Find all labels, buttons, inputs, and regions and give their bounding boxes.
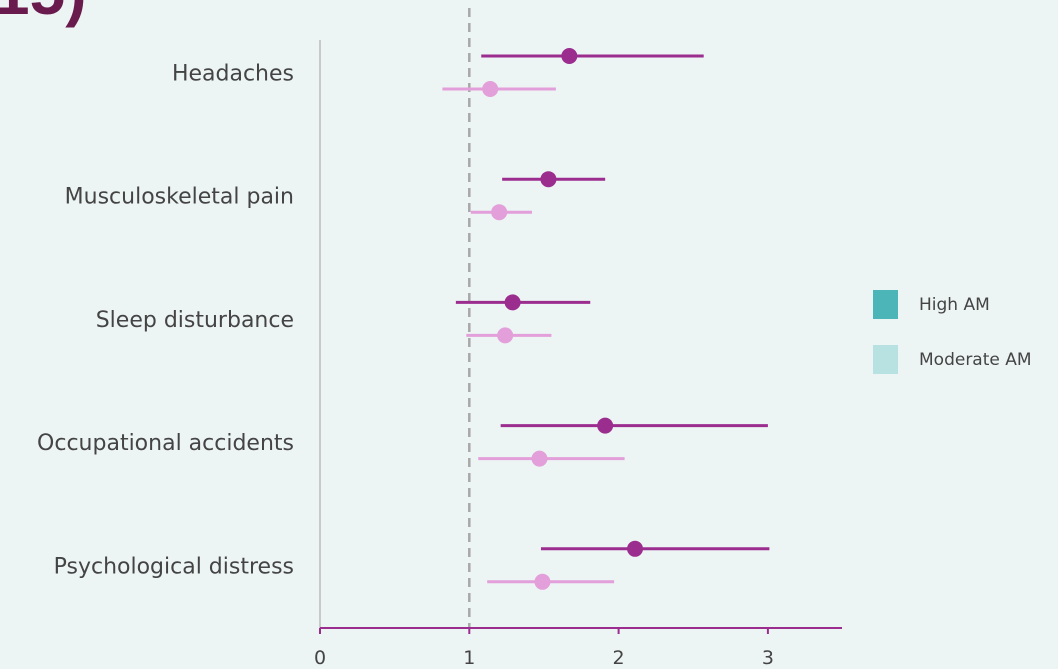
estimates-group (442, 48, 770, 590)
estimate-point (497, 327, 514, 344)
x-tick-label: 2 (613, 647, 625, 669)
estimate-point (561, 48, 578, 64)
estimate-point (597, 417, 614, 434)
title-fragment: 15) (0, 0, 87, 24)
estimate-point (540, 171, 557, 188)
estimate-point (504, 294, 521, 311)
category-label: Headaches (172, 62, 294, 87)
estimate-point (531, 450, 548, 467)
legend-item-high: High AM (873, 290, 1032, 319)
legend-item-moderate: Moderate AM (873, 345, 1032, 374)
category-label: Occupational accidents (37, 431, 294, 456)
x-tick-label: 0 (314, 647, 326, 669)
estimate-point (482, 81, 499, 97)
legend-label-moderate: Moderate AM (919, 349, 1032, 370)
category-label: Sleep disturbance (96, 308, 294, 333)
x-tick-label: 1 (463, 647, 475, 669)
category-label: Psychological distress (54, 554, 294, 579)
x-tick-label: 3 (762, 647, 774, 669)
legend: High AM Moderate AM (873, 290, 1032, 400)
category-labels: Headaches Musculoskeletal pain Sleep distu… (37, 62, 294, 580)
estimate-point (534, 573, 551, 590)
estimate-point (491, 204, 508, 221)
legend-label-high: High AM (919, 294, 990, 315)
x-axis-ticks: 0 1 2 3 (314, 628, 774, 669)
category-label: Musculoskeletal pain (65, 185, 294, 210)
legend-swatch-moderate (873, 345, 898, 374)
estimate-point (627, 540, 644, 557)
legend-swatch-high (873, 290, 898, 319)
